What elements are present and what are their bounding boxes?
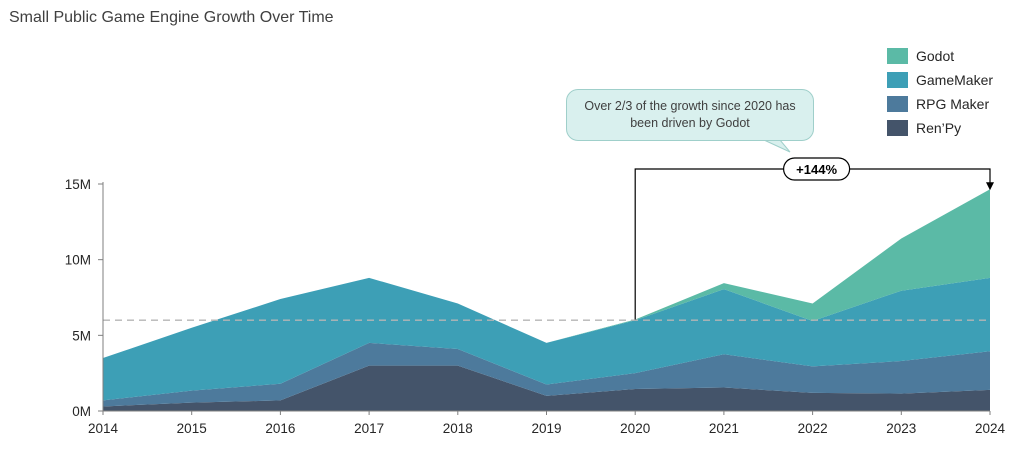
- area-ren-py: [103, 365, 990, 411]
- y-tick-label: 15M: [65, 177, 91, 192]
- x-tick-label: 2017: [354, 421, 384, 436]
- area-gamemaker: [103, 277, 990, 401]
- bracket-arrowhead: [986, 182, 994, 191]
- x-tick-label: 2019: [531, 421, 561, 436]
- annotation-callout: Over 2/3 of the growth since 2020 has be…: [566, 89, 814, 141]
- legend-swatch-godot: [887, 48, 908, 64]
- x-tick-label: 2023: [886, 421, 916, 436]
- area-rpg-maker: [103, 342, 990, 407]
- legend-swatch-renpy: [887, 120, 908, 136]
- growth-badge: [782, 157, 851, 181]
- area-layers: [103, 189, 990, 411]
- x-tick-label: 2022: [798, 421, 828, 436]
- legend-item-renpy: Ren’Py: [887, 116, 993, 140]
- x-tick-label: 2020: [620, 421, 650, 436]
- x-tick-label: 2015: [177, 421, 207, 436]
- axes: 0M 5M 10M 15M 2014 2015 2016 2017 2018 2019 2020 20…: [65, 177, 1006, 436]
- x-tick-label: 2014: [88, 421, 119, 436]
- y-tick-label: 10M: [65, 253, 91, 268]
- legend-label-renpy: Ren’Py: [916, 120, 962, 136]
- callout-text: Over 2/3 of the growth since 2020 has be…: [584, 99, 796, 130]
- legend-item-gamemaker: GameMaker: [887, 68, 993, 92]
- chart-title: Small Public Game Engine Growth Over Tim…: [9, 9, 334, 26]
- x-tick-label: 2016: [265, 421, 295, 436]
- growth-bracket: +144%: [634, 139, 994, 320]
- x-tick-label: 2018: [443, 421, 473, 436]
- growth-badge-label: +144%: [796, 162, 837, 177]
- legend-label-rpg-maker: RPG Maker: [916, 96, 990, 112]
- legend-swatch-rpg-maker: [887, 96, 908, 112]
- y-tick-label: 5M: [72, 328, 91, 343]
- legend-label-gamemaker: GameMaker: [916, 72, 994, 88]
- y-tick-label: 0M: [72, 404, 91, 419]
- legend-label-godot: Godot: [916, 48, 955, 64]
- legend-swatch-gamemaker: [887, 72, 908, 88]
- legend-item-rpg-maker: RPG Maker: [887, 92, 993, 116]
- x-tick-label: 2024: [975, 421, 1006, 436]
- callout-pointer: [763, 139, 791, 153]
- legend: Godot GameMaker RPG Maker Ren’Py: [887, 44, 993, 140]
- x-tick-label: 2021: [709, 421, 739, 436]
- legend-item-godot: Godot: [887, 44, 993, 68]
